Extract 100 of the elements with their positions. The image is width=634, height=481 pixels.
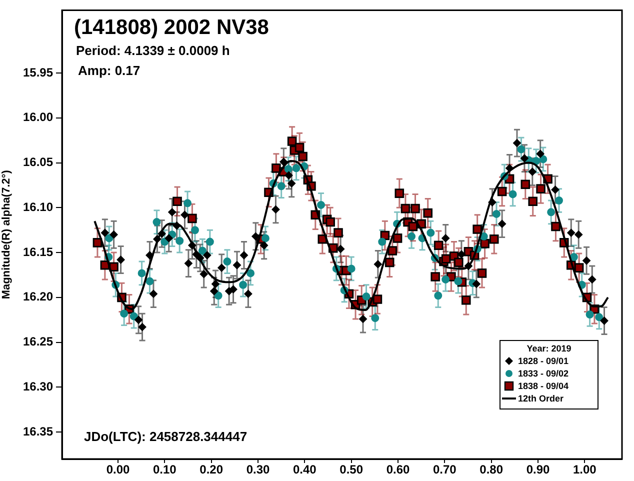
point: [116, 256, 125, 264]
point: [240, 251, 248, 260]
chart-title: (141808) 2002 NV38: [74, 16, 270, 40]
point: [184, 199, 192, 208]
point: [180, 210, 189, 219]
x-tick-label: 0.00: [106, 462, 130, 477]
point: [246, 269, 255, 278]
y-tick-label: 16.20: [22, 290, 54, 304]
point: [260, 241, 268, 250]
annotation: JDo(LTC): 2458728.344447: [84, 429, 248, 444]
point: [551, 186, 560, 194]
point: [214, 292, 222, 300]
point: [284, 165, 292, 174]
x-tick-label: 0.80: [480, 462, 504, 477]
point: [359, 314, 367, 323]
point: [492, 210, 500, 218]
point: [371, 314, 380, 322]
point: [498, 220, 506, 228]
point: [513, 139, 521, 148]
point: [528, 168, 536, 176]
point: [191, 226, 199, 234]
point: [457, 250, 466, 258]
x-tick-label: 0.50: [340, 462, 364, 477]
y-tick-label: 16.10: [22, 200, 54, 214]
point: [588, 275, 596, 284]
y-tick-label: 16.30: [22, 380, 54, 394]
point: [164, 234, 173, 242]
point: [336, 244, 345, 253]
point: [233, 261, 241, 270]
point: [100, 228, 109, 237]
point: [582, 256, 591, 265]
point: [277, 182, 286, 190]
point: [120, 310, 128, 318]
point: [547, 208, 556, 216]
point: [203, 251, 212, 260]
point: [454, 277, 462, 286]
point: [567, 228, 576, 237]
point: [292, 164, 300, 172]
y-axis-title: Magnitude(R) alpha(7.2°): [0, 170, 13, 300]
point: [200, 270, 208, 278]
legend-title: Year: 2019: [526, 344, 572, 354]
point: [223, 258, 232, 266]
y-tick-label: 16.00: [22, 110, 54, 124]
point: [600, 316, 608, 325]
point: [472, 280, 480, 288]
point: [184, 259, 192, 268]
point: [520, 154, 528, 162]
point: [206, 238, 214, 246]
y-tick-label: 16.05: [22, 155, 54, 170]
point: [168, 208, 176, 216]
point: [426, 228, 435, 237]
x-tick-label: 1.00: [572, 462, 597, 477]
point: [218, 264, 226, 272]
point: [586, 310, 594, 318]
point: [138, 323, 146, 332]
legend-label: 1833 - 09/02: [518, 368, 569, 378]
point: [239, 280, 248, 289]
x-tick-label: 0.60: [386, 462, 410, 477]
point: [284, 171, 293, 180]
point: [261, 234, 270, 242]
point: [288, 179, 296, 188]
point: [252, 232, 260, 240]
point: [442, 234, 450, 242]
legend-label: 1828 - 09/01: [518, 356, 569, 366]
point: [408, 232, 416, 240]
point: [146, 277, 154, 286]
point: [105, 234, 114, 242]
point: [595, 313, 604, 322]
point: [508, 190, 517, 198]
x-tick-label: 0.10: [152, 462, 177, 477]
point: [362, 292, 370, 301]
point: [374, 260, 382, 268]
point: [110, 230, 118, 239]
point: [517, 145, 526, 154]
point: [442, 275, 450, 284]
point: [176, 236, 184, 245]
point: [244, 290, 252, 298]
point: [229, 285, 238, 294]
legend-label: 1838 - 09/04: [518, 381, 569, 391]
point: [210, 287, 218, 296]
x-tick-label: 0.90: [526, 462, 550, 477]
annotation: Amp: 0.17: [78, 63, 140, 78]
point: [536, 150, 544, 158]
point: [212, 280, 220, 288]
point: [198, 246, 206, 255]
point: [134, 316, 143, 324]
point: [539, 155, 548, 164]
y-tick-label: 16.35: [22, 424, 54, 438]
legend-label: 12th Order: [518, 394, 564, 404]
point: [378, 238, 386, 246]
point: [555, 196, 563, 204]
text: Period: 4.1339 ± 0.0009 h: [76, 43, 230, 58]
point: [347, 264, 356, 273]
x-tick-label: 0.40: [292, 462, 317, 477]
y-tick-label: 16.15: [22, 244, 54, 259]
x-tick-label: 0.20: [200, 462, 224, 477]
point: [149, 290, 158, 298]
x-tick-label: 0.70: [432, 462, 457, 477]
point: [317, 200, 325, 209]
point: [434, 292, 442, 300]
